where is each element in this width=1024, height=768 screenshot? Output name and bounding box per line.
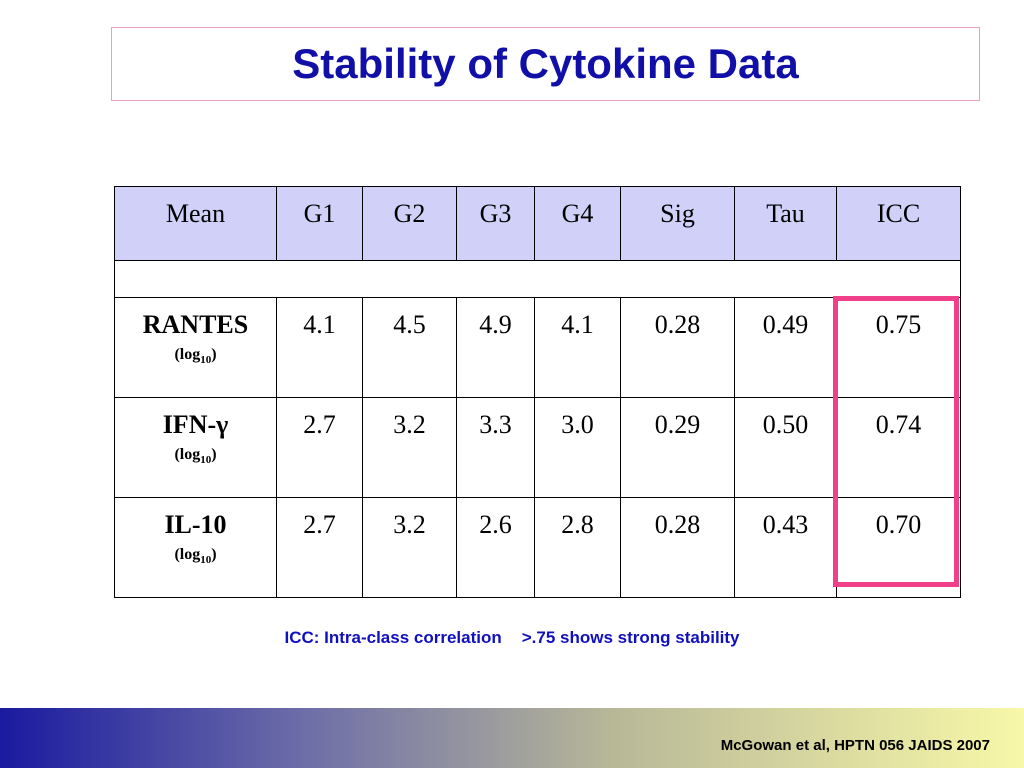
- value-cell: 2.8: [534, 497, 621, 598]
- icc-value-cell: 0.70: [836, 497, 961, 598]
- header-cell-mean: Mean: [114, 186, 277, 261]
- value-cell: 4.1: [276, 297, 363, 398]
- value-cell: 2.7: [276, 497, 363, 598]
- unit-label: (log10): [174, 446, 217, 467]
- value-cell: 3.2: [362, 497, 457, 598]
- row-label-cell: IFN-γ (log10): [114, 397, 277, 498]
- table-row-ifn-gamma: IFN-γ (log10) 2.7 3.2 3.3 3.0 0.29 0.50 …: [114, 397, 961, 498]
- icc-value-cell: 0.74: [836, 397, 961, 498]
- value-cell: 3.0: [534, 397, 621, 498]
- value-cell: 0.29: [620, 397, 735, 498]
- unit-label: (log10): [174, 546, 217, 567]
- footer-gradient-bar: [0, 708, 1024, 768]
- value-cell: 0.43: [734, 497, 837, 598]
- value-cell: 4.9: [456, 297, 535, 398]
- header-cell-tau: Tau: [734, 186, 837, 261]
- value-cell: 4.1: [534, 297, 621, 398]
- header-cell-g2: G2: [362, 186, 457, 261]
- header-cell-g4: G4: [534, 186, 621, 261]
- stability-threshold: >.75 shows strong stability: [521, 628, 740, 647]
- citation: McGowan et al, HPTN 056 JAIDS 2007: [720, 737, 990, 754]
- row-label-cell: IL-10 (log10): [114, 497, 277, 598]
- header-row: Mean G1 G2 G3 G4 Sig Tau ICC: [114, 186, 961, 261]
- icc-footnote: ICC: Intra-class correlation >.75 shows s…: [0, 628, 1024, 648]
- title-box: Stability of Cytokine Data: [111, 27, 980, 101]
- icc-definition: ICC: Intra-class correlation: [284, 628, 502, 647]
- cytokine-table: Mean G1 G2 G3 G4 Sig Tau ICC RANTES (log…: [114, 186, 961, 598]
- cytokine-name: IFN-γ: [162, 410, 229, 439]
- header-cell-g1: G1: [276, 186, 363, 261]
- slide-title: Stability of Cytokine Data: [292, 40, 799, 87]
- icc-value-cell: 0.75: [836, 297, 961, 398]
- table-row-rantes: RANTES (log10) 4.1 4.5 4.9 4.1 0.28 0.49…: [114, 297, 961, 398]
- value-cell: 3.2: [362, 397, 457, 498]
- unit-label: (log10): [174, 346, 217, 367]
- cytokine-name: RANTES: [142, 310, 249, 339]
- spacer-row: [114, 260, 961, 298]
- spacer-cell: [114, 260, 961, 298]
- header-cell-icc: ICC: [836, 186, 961, 261]
- header-cell-g3: G3: [456, 186, 535, 261]
- row-label-cell: RANTES (log10): [114, 297, 277, 398]
- value-cell: 3.3: [456, 397, 535, 498]
- value-cell: 0.28: [620, 297, 735, 398]
- value-cell: 2.7: [276, 397, 363, 498]
- value-cell: 0.49: [734, 297, 837, 398]
- value-cell: 0.50: [734, 397, 837, 498]
- table-row-il-10: IL-10 (log10) 2.7 3.2 2.6 2.8 0.28 0.43 …: [114, 497, 961, 598]
- cytokine-name: IL-10: [164, 510, 227, 539]
- value-cell: 0.28: [620, 497, 735, 598]
- value-cell: 4.5: [362, 297, 457, 398]
- value-cell: 2.6: [456, 497, 535, 598]
- header-cell-sig: Sig: [620, 186, 735, 261]
